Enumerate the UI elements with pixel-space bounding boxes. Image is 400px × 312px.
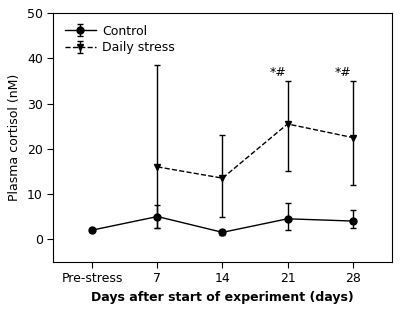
X-axis label: Days after start of experiment (days): Days after start of experiment (days): [91, 291, 354, 304]
Legend: Control, Daily stress: Control, Daily stress: [60, 20, 180, 59]
Text: *#: *#: [270, 66, 286, 79]
Y-axis label: Plasma cortisol (nM): Plasma cortisol (nM): [8, 74, 21, 201]
Text: *#: *#: [334, 66, 351, 79]
